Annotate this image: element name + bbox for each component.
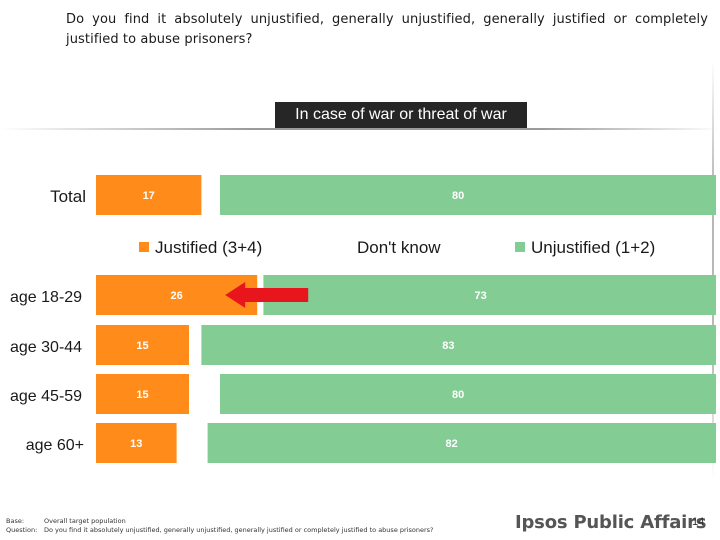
scenario-banner: In case of war or threat of war [275,102,527,128]
bar-justified-total [96,175,202,215]
footer-question-key: Question: [6,526,38,534]
category-label-age-30-44: age 30-44 [10,339,82,356]
right-edge-line [712,60,714,480]
bar-unjustified-age-30-44 [201,325,716,365]
separator-line [0,128,720,130]
data-label-unjustified-age-18-29: 73 [475,290,487,302]
bar-unjustified-age-45-59 [220,374,716,414]
legend-label-dont-know: Don't know [357,238,441,257]
data-label-justified-age-30-44: 15 [136,340,148,352]
legend-item-dont-know: Don't know [357,236,441,260]
question-text: Do you find it absolutely unjustified, g… [66,12,708,47]
data-label-justified-age-45-59: 15 [136,389,148,401]
category-label-age-45-59: age 45-59 [10,388,82,405]
legend-swatch-justified [139,242,149,252]
page-number: 14 [692,516,705,528]
ipsos-brand-logo: Ipsos Public Affairs [515,512,707,533]
footer-notes: Base: Overall target population Question:… [6,517,433,535]
legend-item-justified: Justified (3+4) [139,236,262,260]
bar-justified-age-45-59 [96,374,189,414]
bar-unjustified-age-60 [207,423,716,463]
bar-justified-age-30-44 [96,325,189,365]
category-label-age-60: age 60+ [26,437,84,454]
legend-item-unjustified: Unjustified (1+2) [515,236,655,260]
legend-label-justified: Justified (3+4) [155,238,263,257]
highlight-arrow-icon [225,282,309,308]
footer-base-key: Base: [6,517,25,525]
category-label-total: Total [50,187,86,206]
footer-question-text: Do you find it absolutely unjustified, g… [44,526,434,534]
bar-unjustified-total [220,175,716,215]
legend-swatch-unjustified [515,242,525,252]
data-label-unjustified-age-60: 82 [446,438,458,450]
footer-base-text: Overall target population [44,517,126,525]
data-label-unjustified-age-30-44: 83 [442,340,454,352]
bar-justified-age-60 [96,423,177,463]
data-label-justified-age-60: 13 [130,438,142,450]
data-label-justified-total: 17 [143,190,155,202]
bar-unjustified-age-18-29 [263,275,716,315]
category-label-age-18-29: age 18-29 [10,289,82,306]
data-label-unjustified-total: 80 [452,190,464,202]
legend-label-unjustified: Unjustified (1+2) [531,238,656,257]
stacked-bar-chart: Total 17 80 age 18-29 26 73 age 30-44 15 83 age 4… [10,175,716,463]
data-label-unjustified-age-45-59: 80 [452,389,464,401]
data-label-justified-age-18-29: 26 [170,290,182,302]
